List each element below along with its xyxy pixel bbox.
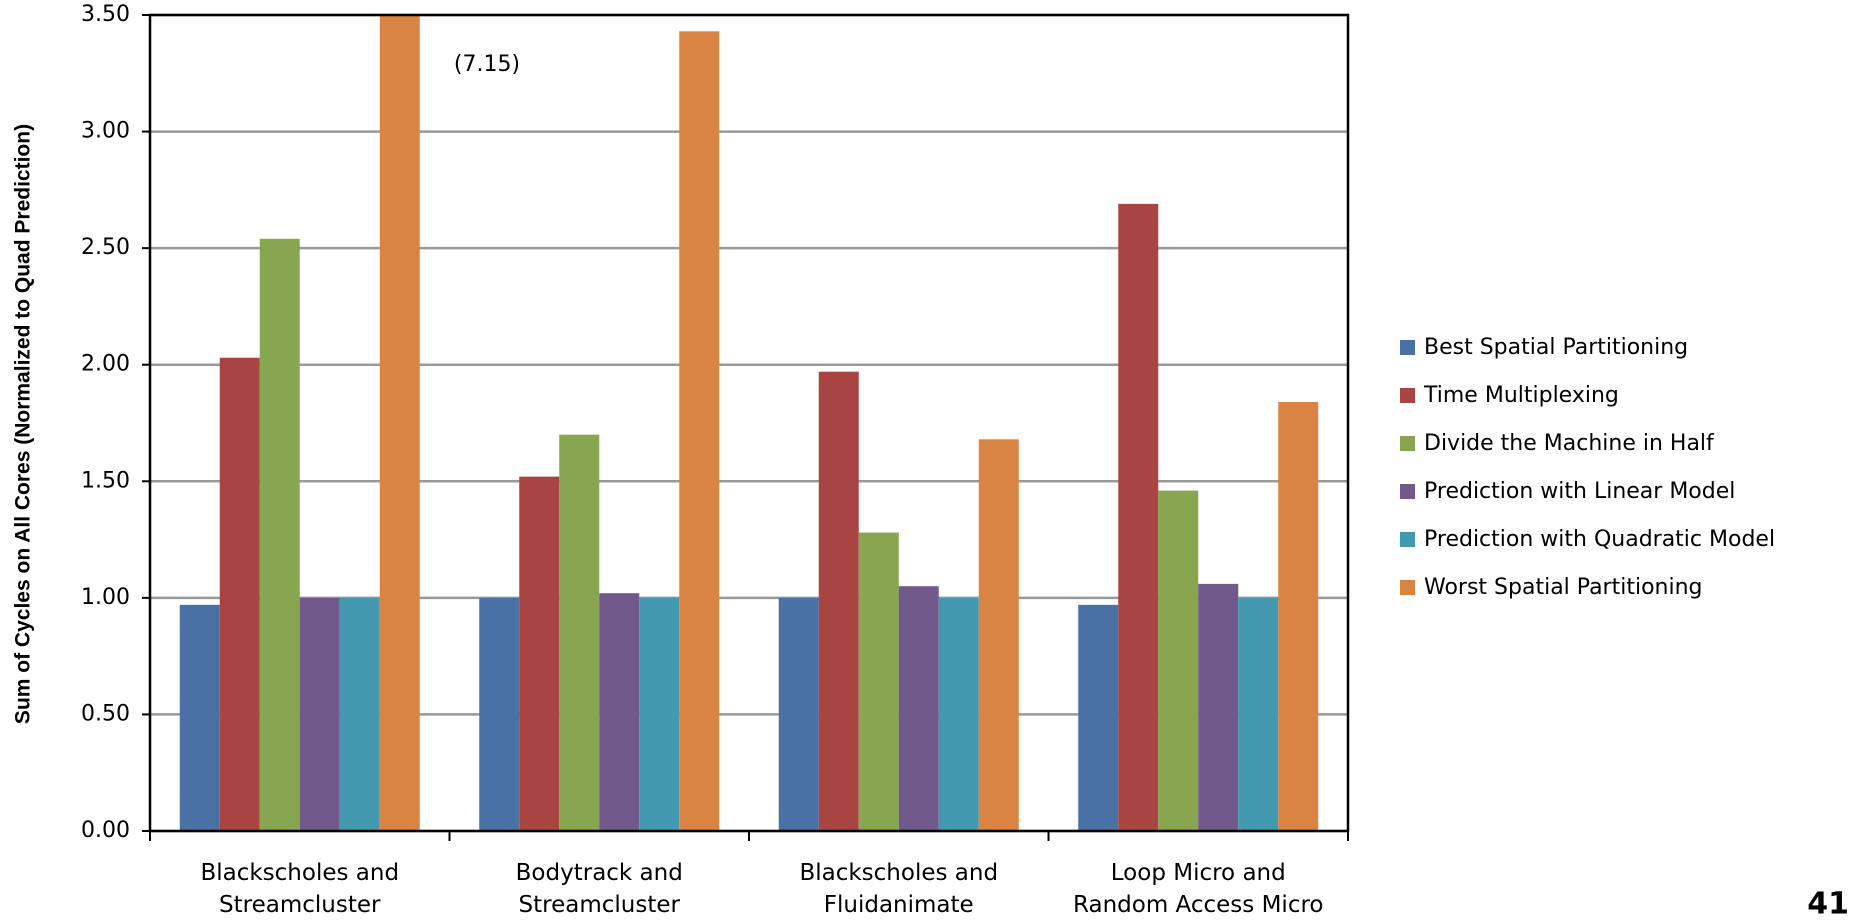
bar	[1118, 203, 1159, 831]
legend-swatch	[1400, 340, 1415, 355]
x-tick-label: Blackscholes and Fluidanimate	[799, 860, 999, 918]
y-tick-label: 3.00	[81, 119, 130, 144]
bar	[898, 586, 939, 831]
legend-swatch	[1400, 580, 1415, 595]
bar	[599, 593, 640, 831]
bar	[259, 238, 300, 831]
bar	[219, 357, 260, 831]
bar	[339, 597, 380, 831]
legend-label: Best Spatial Partitioning	[1424, 335, 1688, 360]
y-tick-label: 3.50	[81, 2, 130, 27]
x-tick-label: Blackscholes and Streamcluster	[200, 860, 400, 918]
bar	[978, 439, 1019, 831]
y-tick-label: 2.00	[81, 352, 130, 377]
bar	[299, 597, 340, 831]
x-tick-label: Bodytrack and Streamcluster	[515, 860, 683, 918]
legend-label: Time Multiplexing	[1423, 383, 1619, 408]
bar	[559, 434, 600, 831]
legend-label: Divide the Machine in Half	[1424, 431, 1715, 456]
y-tick-label: 0.50	[81, 701, 130, 726]
legend-label: Prediction with Linear Model	[1424, 479, 1735, 504]
legend-label: Prediction with Quadratic Model	[1424, 527, 1775, 552]
y-tick-label: 2.50	[81, 235, 130, 260]
legend-swatch	[1400, 532, 1415, 547]
annotation: (7.15)	[454, 52, 520, 77]
bar	[519, 476, 560, 831]
bar	[938, 597, 979, 831]
bars	[179, 15, 1319, 831]
bar	[778, 597, 819, 831]
bar	[1278, 402, 1319, 831]
legend-swatch	[1400, 484, 1415, 499]
bar	[479, 597, 520, 831]
bar	[639, 597, 680, 831]
y-tick-label: 1.00	[81, 585, 130, 610]
bar	[1198, 583, 1239, 831]
bar	[858, 532, 899, 831]
x-tick-label: Loop Micro and Random Access Micro	[1073, 860, 1324, 918]
legend-swatch	[1400, 388, 1415, 403]
bar	[1158, 490, 1199, 831]
bar	[179, 604, 220, 831]
y-tick-label: 1.50	[81, 468, 130, 493]
bar	[818, 371, 859, 831]
bar	[679, 31, 720, 831]
bar	[379, 15, 420, 831]
legend-label: Worst Spatial Partitioning	[1424, 575, 1703, 600]
plot-frame	[148, 13, 1350, 833]
page-number: 41	[1807, 887, 1849, 918]
y-tick-label: 0.00	[81, 818, 130, 843]
bar	[1238, 597, 1279, 831]
bar	[1078, 604, 1119, 831]
legend-swatch	[1400, 436, 1415, 451]
y-axis-label: Sum of Cycles on All Cores (Normalized t…	[12, 124, 35, 724]
